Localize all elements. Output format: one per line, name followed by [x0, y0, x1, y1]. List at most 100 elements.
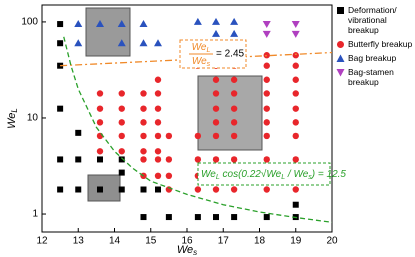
marker	[97, 186, 103, 193]
marker	[57, 40, 64, 47]
annotation-text: WeL	[192, 42, 211, 54]
marker	[263, 90, 270, 97]
legend-marker	[337, 7, 344, 14]
x-tick-label: 16	[181, 236, 193, 247]
inset-photo	[87, 174, 121, 202]
legend-symbol	[337, 7, 344, 14]
marker	[194, 186, 202, 193]
marker	[165, 132, 173, 140]
y-tick-label: 10	[27, 113, 39, 124]
inset-photo	[197, 75, 263, 151]
marker	[96, 90, 104, 97]
marker	[292, 201, 299, 208]
marker	[155, 186, 161, 193]
y-axis-label-sub: L	[10, 108, 19, 112]
annotation-part: We	[192, 42, 207, 53]
marker	[154, 148, 162, 155]
marker	[212, 156, 220, 163]
annotation-part: We	[293, 169, 308, 180]
annotation-part: We	[266, 169, 281, 180]
legend-marker	[336, 54, 345, 62]
marker	[118, 119, 125, 126]
marker	[292, 132, 299, 140]
annotation-part: We	[192, 56, 207, 67]
annotation-text: = 2.45	[216, 49, 245, 60]
annotation-part: L	[216, 174, 220, 181]
marker	[118, 169, 125, 176]
marker	[263, 186, 270, 193]
legend-item: Bag breakup	[336, 53, 414, 63]
marker	[263, 214, 270, 221]
marker	[140, 119, 147, 126]
x-tick-label: 17	[218, 236, 230, 247]
y-tick-label: 1	[32, 209, 38, 220]
marker	[118, 90, 125, 97]
marker	[140, 105, 147, 112]
marker	[154, 76, 162, 83]
marker	[193, 17, 202, 25]
marker	[96, 148, 104, 155]
annotation-part: √	[261, 168, 267, 180]
marker	[212, 17, 220, 25]
legend-label: Bag-stamen breakup	[348, 67, 394, 87]
legend-marker	[336, 41, 344, 48]
marker	[96, 119, 104, 126]
annotation-part: cos(0.22	[220, 169, 262, 180]
marker	[96, 105, 104, 112]
annotation-text: Wes	[192, 56, 211, 68]
x-tick-label: 14	[109, 236, 121, 247]
legend-item: Butterfly breakup	[336, 39, 414, 49]
marker	[194, 214, 201, 221]
legend: Deformation/ vibrational breakup Butterfl…	[336, 5, 414, 91]
x-axis-label: Wes	[177, 244, 197, 257]
marker	[263, 76, 270, 83]
annotation-part: s	[308, 174, 312, 181]
marker	[57, 21, 64, 28]
marker	[292, 119, 299, 126]
y-tick-label: 100	[21, 17, 38, 28]
marker	[212, 90, 220, 97]
marker	[154, 39, 162, 47]
marker	[212, 186, 220, 193]
marker	[230, 105, 238, 112]
marker	[212, 132, 220, 140]
legend-label: Bag breakup	[348, 53, 397, 63]
marker	[75, 129, 82, 136]
marker	[165, 172, 173, 180]
annotation-part: L	[281, 174, 285, 181]
marker	[292, 52, 299, 59]
boundary-curve	[63, 36, 333, 223]
marker	[140, 90, 147, 97]
x-tick-label: 12	[36, 236, 48, 247]
marker	[117, 39, 126, 47]
marker	[154, 172, 162, 180]
marker	[140, 132, 147, 140]
y-axis-label: WeL	[6, 108, 19, 129]
legend-label: Deformation/ vibrational breakup	[348, 5, 397, 35]
marker	[74, 39, 83, 47]
marker	[292, 186, 299, 193]
marker	[194, 132, 202, 140]
marker	[75, 156, 82, 163]
legend-marker	[336, 69, 345, 77]
marker	[292, 76, 299, 83]
marker	[154, 119, 162, 126]
legend-symbol	[336, 54, 345, 62]
annotation-part: /	[285, 169, 293, 180]
marker	[96, 20, 104, 28]
marker	[194, 156, 202, 163]
marker	[230, 132, 238, 140]
y-axis-label-main: We	[6, 113, 18, 129]
marker	[230, 90, 238, 97]
marker	[118, 105, 125, 112]
marker	[231, 214, 238, 221]
x-tick-label: 18	[254, 236, 266, 247]
marker	[140, 186, 147, 193]
marker	[118, 186, 125, 193]
marker	[97, 156, 103, 163]
marker	[292, 90, 299, 97]
legend-symbol	[336, 69, 345, 77]
marker	[263, 156, 270, 163]
x-axis-label-main: We	[177, 244, 193, 256]
